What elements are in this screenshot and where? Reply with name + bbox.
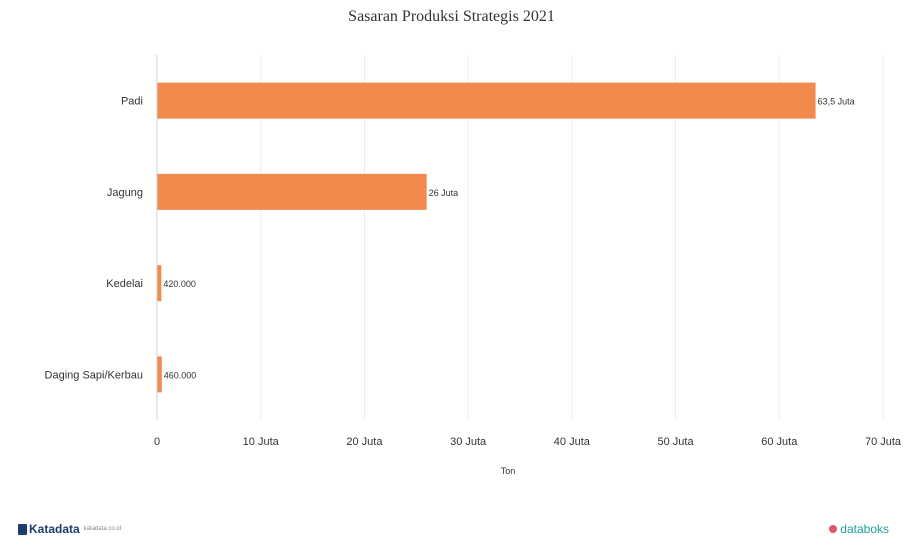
y-tick-label: Jagung: [107, 187, 143, 199]
y-tick-label: Padi: [121, 96, 143, 108]
x-tick-label: 30 Juta: [450, 436, 487, 448]
data-label: 63,5 Juta: [818, 97, 855, 107]
y-tick-label: Kedelai: [106, 278, 143, 290]
bar: [157, 82, 816, 119]
bar: [157, 173, 427, 210]
bar: [157, 265, 162, 302]
databoks-brand: databoks: [840, 522, 889, 536]
y-tick-labels: Padi Jagung Kedelai Daging Sapi/Kerbau: [45, 96, 143, 382]
katadata-logo: Katadata katadata.co.id: [18, 522, 121, 536]
gridlines: [260, 55, 884, 420]
katadata-brand: Katadata: [29, 522, 80, 536]
katadata-url: katadata.co.id: [83, 526, 122, 532]
data-label: 420.000: [163, 279, 196, 289]
chart-title: Sasaran Produksi Strategis 2021: [348, 8, 555, 25]
x-tick-label: 20 Juta: [346, 436, 383, 448]
data-label: 26 Juta: [429, 188, 459, 198]
bars: [157, 82, 816, 393]
x-axis-label: Ton: [501, 466, 516, 476]
bar: [157, 356, 162, 393]
x-tick-label: 70 Juta: [865, 436, 902, 448]
x-tick-label: 60 Juta: [761, 436, 798, 448]
data-label: 460.000: [164, 370, 197, 380]
x-tick-labels: 0 10 Juta 20 Juta 30 Juta 40 Juta 50 Juta 60 J…: [154, 436, 902, 448]
y-tick-label: Daging Sapi/Kerbau: [45, 369, 143, 381]
x-tick-label: 50 Juta: [658, 436, 695, 448]
databoks-logo: databoks: [829, 522, 889, 536]
x-tick-label: 10 Juta: [243, 436, 280, 448]
x-tick-label: 0: [154, 436, 160, 448]
databoks-icon: [829, 525, 838, 533]
data-labels: 63,5 Juta 26 Juta 420.000 460.000: [163, 97, 854, 381]
x-tick-label: 40 Juta: [554, 436, 591, 448]
katadata-icon: [18, 523, 27, 535]
